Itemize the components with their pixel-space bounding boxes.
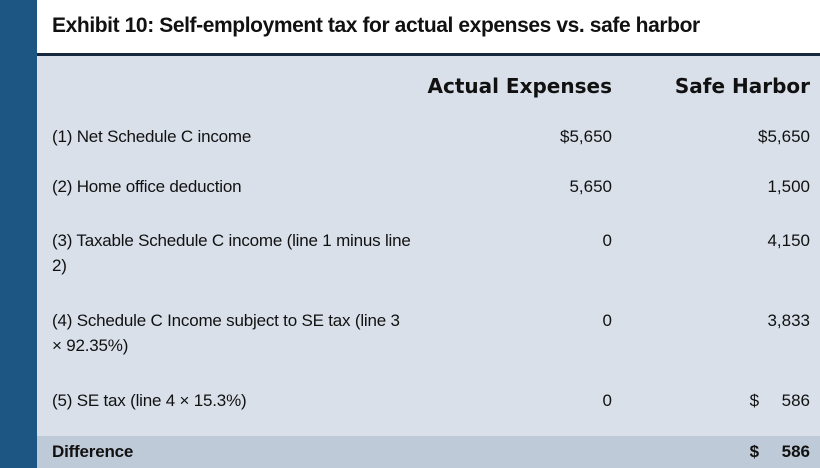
dollar-sign: $ — [749, 442, 760, 461]
actual-value: 0 — [602, 311, 612, 330]
dollar-sign: $ — [749, 391, 760, 410]
difference-amount: 586 — [781, 442, 810, 461]
row-label: (3) Taxable Schedule C income (line 1 mi… — [52, 231, 411, 275]
actual-value: 5,650 — [569, 177, 612, 196]
column-header-safe-harbor: Safe Harbor — [674, 74, 810, 98]
exhibit-title: Exhibit 10: Self-employment tax for actu… — [52, 14, 700, 37]
actual-value: $5,650 — [560, 127, 612, 146]
difference-label: Difference — [52, 442, 134, 461]
row-label: (2) Home office deduction — [52, 177, 242, 196]
safe-harbor-value: 3,833 — [767, 311, 810, 330]
safe-harbor-value: $586 — [750, 388, 810, 413]
actual-value: 0 — [602, 231, 612, 250]
difference-row: Difference $586 — [37, 436, 820, 468]
exhibit-table: Exhibit 10: Self-employment tax for actu… — [37, 0, 820, 468]
actual-value: 0 — [602, 391, 612, 410]
safe-harbor-value: 4,150 — [767, 231, 810, 250]
safe-harbor-value: 1,500 — [767, 177, 810, 196]
difference-value: $586 — [750, 439, 810, 464]
title-bar: Exhibit 10: Self-employment tax for actu… — [37, 0, 820, 56]
safe-harbor-value: $5,650 — [758, 127, 810, 146]
column-header-actual-expenses: Actual Expenses — [427, 74, 612, 98]
safe-harbor-amount: 586 — [781, 391, 810, 410]
row-label: (5) SE tax (line 4 × 15.3%) — [52, 391, 247, 410]
left-accent-bar — [0, 0, 37, 468]
row-label: (4) Schedule C Income subject to SE tax … — [52, 311, 400, 355]
row-label: (1) Net Schedule C income — [52, 127, 252, 146]
